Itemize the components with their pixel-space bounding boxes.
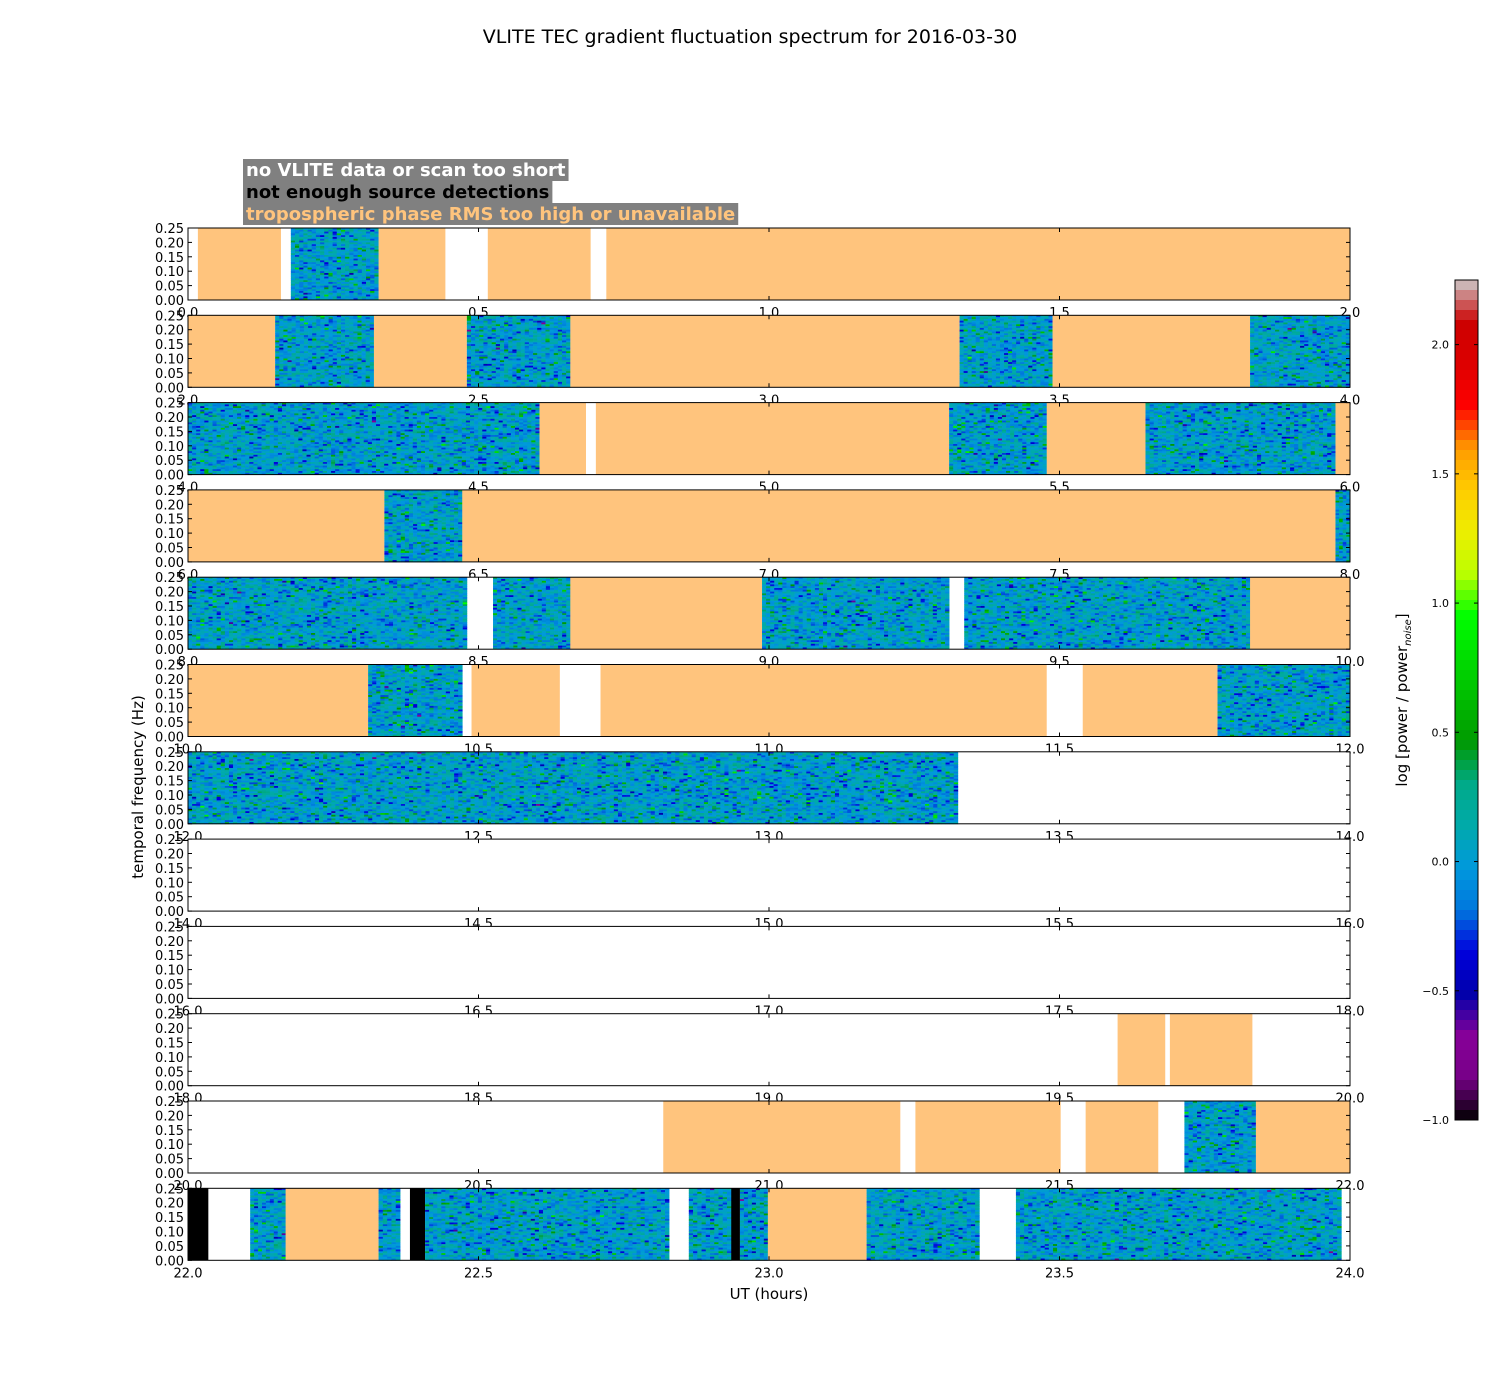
- spectrum-block: [960, 315, 1053, 387]
- flag-tropo: [1053, 315, 1251, 387]
- y-tick-label: 0.10: [155, 353, 184, 368]
- y-tick-label: 0.05: [155, 280, 184, 295]
- flag-tropo: [570, 315, 959, 387]
- spectrum-block: [188, 403, 540, 475]
- panel: 0.000.050.100.150.200.252.0 2.5 3.0 3.5 4.0: [155, 309, 1360, 408]
- spectrum-block: [467, 315, 571, 387]
- y-tick-label: 0.25: [155, 309, 184, 324]
- flag-tropo: [488, 228, 591, 300]
- flag-tropo: [198, 228, 281, 300]
- flag-tropo: [606, 228, 1350, 300]
- panels: 0.000.050.100.150.200.250.0 0.5 1.0 1.5 2.00…: [155, 222, 1364, 1281]
- spectrum-block: [275, 315, 374, 387]
- y-tick-label: 0.20: [155, 236, 184, 251]
- panel: 0.000.050.100.150.200.250.0 0.5 1.0 1.5 2.0: [155, 222, 1360, 321]
- flag-tropo: [188, 315, 275, 387]
- panel: 0.000.050.100.150.200.254.0 4.5 5.0 5.5 6.0: [155, 397, 1360, 496]
- y-tick-label: 0.15: [155, 251, 184, 266]
- flag-tropo: [379, 228, 446, 300]
- flag-tropo: [374, 315, 467, 387]
- legend-entry: tropospheric phase RMS too high or unava…: [246, 204, 735, 225]
- spectrum-block: [291, 228, 379, 300]
- spectrum-block: [1250, 315, 1350, 387]
- chart-title: VLITE TEC gradient fluctuation spectrum …: [483, 26, 1017, 48]
- y-tick-label: 0.15: [155, 338, 184, 353]
- legend-entry: no VLITE data or scan too short: [246, 160, 566, 181]
- y-tick-label: 0.20: [155, 324, 184, 339]
- y-tick-label: 0.05: [155, 367, 184, 382]
- legend-entry: not enough source detections: [246, 182, 549, 203]
- y-tick-label: 0.10: [155, 265, 184, 280]
- y-tick-label: 0.25: [155, 222, 184, 237]
